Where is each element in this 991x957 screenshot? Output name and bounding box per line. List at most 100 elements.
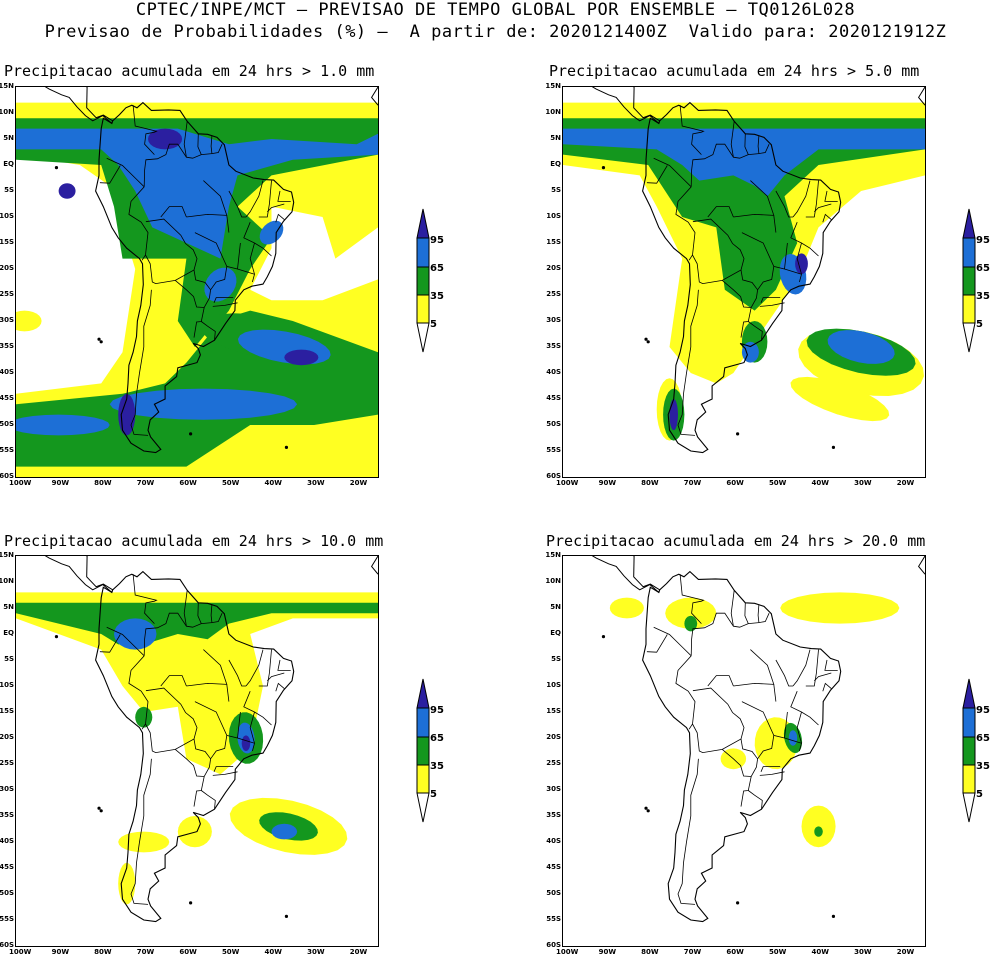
country-border — [160, 675, 187, 687]
longitude-label: 90W — [598, 948, 617, 956]
island — [99, 340, 103, 344]
island — [99, 809, 103, 813]
country-border — [245, 649, 264, 687]
latitude-label: 25S — [0, 290, 14, 298]
country-border — [792, 180, 811, 218]
country-border — [653, 157, 692, 188]
probability-area — [114, 618, 157, 650]
latitude-label: 30S — [546, 316, 561, 324]
island — [736, 432, 740, 436]
probability-area — [109, 388, 298, 420]
country-border — [722, 269, 759, 308]
longitude-label: 70W — [136, 479, 155, 487]
latitude-label: 45S — [0, 394, 14, 402]
africa-coastline — [917, 87, 925, 106]
country-border — [106, 157, 145, 188]
longitude-label: 80W — [641, 479, 659, 487]
probability-area — [16, 118, 378, 467]
legend-level-label: 5 — [976, 319, 983, 330]
country-border — [186, 682, 230, 702]
latitude-label: 30S — [0, 316, 14, 324]
country-border — [212, 302, 238, 307]
map-panel-4 — [562, 555, 926, 947]
legend-level-label: 95 — [976, 235, 990, 246]
country-border — [675, 655, 696, 730]
probability-area — [204, 267, 237, 302]
longitude-label: 80W — [94, 948, 112, 956]
latitude-label: 35S — [546, 342, 561, 350]
south-america-coastline — [642, 570, 842, 923]
country-border — [186, 213, 230, 233]
country-border — [679, 574, 705, 624]
probability-area — [16, 310, 42, 332]
country-border — [757, 266, 775, 291]
latitude-label: EQ — [550, 629, 561, 637]
country-border — [677, 758, 699, 905]
probability-area — [271, 823, 298, 840]
map-panel-2 — [562, 86, 926, 478]
island — [644, 806, 648, 810]
probability-area — [801, 805, 836, 848]
probability-area — [780, 592, 900, 624]
island — [54, 166, 59, 170]
legend-3: 95 65 35 5 — [416, 678, 456, 828]
probability-area — [259, 220, 284, 245]
country-border — [722, 738, 759, 777]
country-border — [228, 190, 246, 218]
main-subtitle: Previsao de Probabilidades (%) — A parti… — [44, 22, 947, 42]
latitude-label: 30S — [0, 785, 14, 793]
country-border — [132, 574, 158, 624]
map-svg — [16, 556, 378, 923]
panel-1-title: Precipitacao acumulada em 24 hrs > 1.0 m… — [4, 62, 375, 80]
probability-area — [118, 831, 170, 853]
latitude-label: 40S — [0, 368, 14, 376]
island — [831, 445, 836, 449]
country-border — [130, 289, 152, 436]
main-title: CPTEC/INPE/MCT — PREVISAO DE TEMPO GLOBA… — [135, 0, 856, 20]
country-border — [824, 190, 838, 202]
country-border — [653, 626, 692, 657]
island — [831, 914, 836, 918]
probability-area — [795, 253, 808, 275]
country-border — [814, 203, 832, 213]
country-border — [213, 297, 234, 303]
legend-2: 95 65 35 5 — [962, 208, 991, 358]
island — [601, 166, 606, 170]
longitude-label: 60W — [179, 948, 197, 956]
island — [284, 914, 289, 918]
map-svg — [563, 87, 925, 454]
country-border — [201, 321, 216, 341]
country-border — [784, 737, 802, 744]
central-america-coastline — [591, 556, 661, 594]
country-border — [237, 737, 255, 744]
map-panel-1 — [15, 86, 379, 478]
south-america-coastline — [95, 101, 295, 454]
country-border — [175, 738, 212, 777]
country-border — [203, 180, 228, 216]
panel-2-title: Precipitacao acumulada em 24 hrs > 5.0 m… — [549, 62, 920, 80]
latitude-label: 10N — [545, 577, 561, 585]
latitude-label: 45S — [0, 863, 14, 871]
latitude-label: 20S — [0, 733, 14, 741]
probability-area — [284, 349, 319, 366]
latitude-label: 15S — [0, 238, 14, 246]
country-border — [197, 602, 202, 624]
latitude-label: 10S — [546, 681, 561, 689]
country-border — [197, 133, 202, 155]
probability-area — [665, 597, 717, 629]
africa-coastline — [370, 87, 378, 106]
country-border — [750, 180, 775, 216]
latitude-label: 35S — [546, 811, 561, 819]
latitude-label: 10N — [545, 108, 561, 116]
latitude-label: 5N — [550, 134, 561, 142]
latitude-label: EQ — [550, 160, 561, 168]
latitude-label: 15S — [546, 238, 561, 246]
latitude-label: 40S — [546, 368, 561, 376]
country-border — [145, 218, 198, 285]
country-border — [759, 771, 785, 776]
legend-level-label: 95 — [430, 705, 444, 716]
latitude-label: 45S — [546, 394, 561, 402]
legend-level-label: 95 — [430, 235, 444, 246]
latitude-label: 5S — [551, 186, 561, 194]
country-border — [760, 297, 781, 303]
